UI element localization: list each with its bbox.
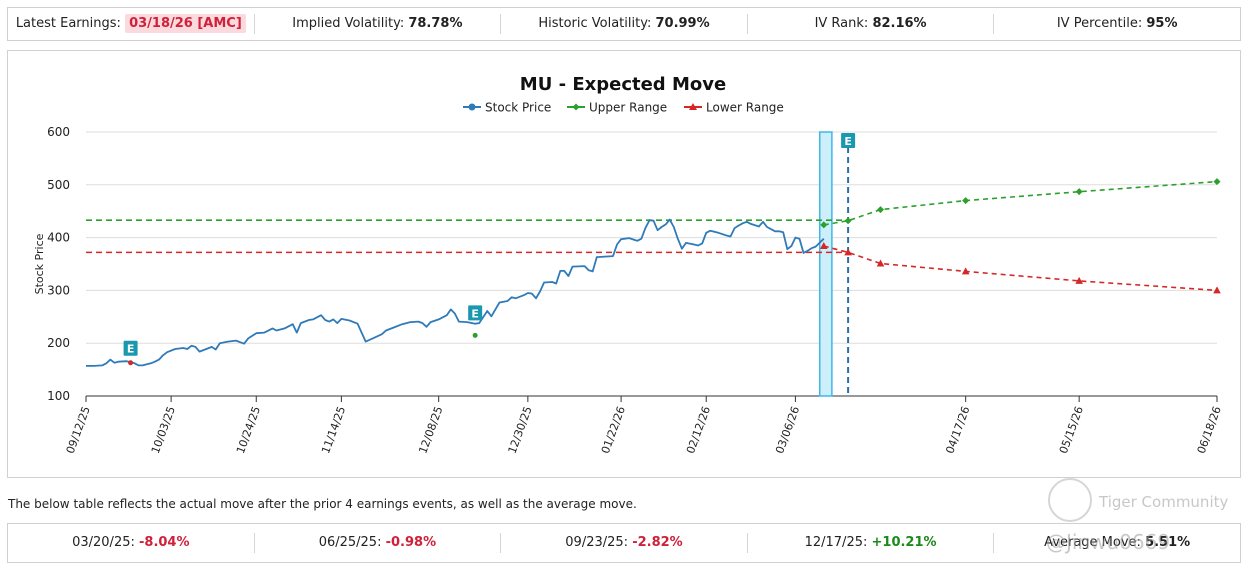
move-date: 12/17/25: <box>804 535 868 550</box>
x-tick-label: 01/22/26 <box>599 405 628 456</box>
move-item-3: 09/23/25: -2.82% <box>501 533 748 553</box>
historic-volatility-label: Historic Volatility: <box>538 16 652 31</box>
earnings-dot <box>472 332 478 338</box>
latest-earnings-stat: Latest Earnings: 03/18/26 [AMC] <box>8 14 255 34</box>
data-series <box>86 178 1221 367</box>
earnings-highlight <box>818 131 833 397</box>
iv-rank-label: IV Rank: <box>814 16 869 31</box>
latest-earnings-label: Latest Earnings: <box>15 16 121 31</box>
x-tick-label: 02/12/26 <box>684 405 713 456</box>
x-tick-label: 12/30/25 <box>506 405 535 456</box>
lower-range-point <box>819 242 828 250</box>
y-axis: 100 200 300 400 500 600 <box>47 125 70 403</box>
stats-bar: Latest Earnings: 03/18/26 [AMC] Implied … <box>7 7 1241 41</box>
legend-item-stock-price[interactable]: Stock Price <box>463 101 551 115</box>
earnings-dot <box>128 360 134 366</box>
legend-label-upper-range: Upper Range <box>589 101 667 115</box>
move-value: -2.82% <box>632 535 683 550</box>
iv-rank-value: 82.16% <box>872 16 927 31</box>
iv-percentile-value: 95% <box>1146 16 1178 31</box>
stock-price-line <box>86 218 825 367</box>
x-tick-label: 06/18/26 <box>1195 405 1224 456</box>
y-tick-label: 500 <box>47 178 70 192</box>
y-tick-label: 300 <box>47 283 70 297</box>
historic-volatility-stat: Historic Volatility: 70.99% <box>501 14 748 34</box>
legend-label-stock-price: Stock Price <box>485 101 551 115</box>
average-move-value: 5.51% <box>1145 535 1191 550</box>
x-axis: 09/12/25 10/03/25 10/24/25 11/14/25 12/08/25… <box>64 396 1224 455</box>
x-tick-label: 10/24/25 <box>234 405 263 456</box>
implied-volatility-stat: Implied Volatility: 78.78% <box>255 14 502 34</box>
move-date: 06/25/25: <box>318 535 382 550</box>
y-axis-title: Stock Price <box>33 233 46 294</box>
upper-range-point <box>1075 188 1083 196</box>
earnings-marker[interactable]: E <box>841 133 856 148</box>
legend-item-upper-range[interactable]: Upper Range <box>567 101 667 115</box>
earnings-moves-bar: 03/20/25: -8.04% 06/25/25: -0.98% 09/23/… <box>7 523 1241 563</box>
chart-container: MU - Expected Move Stock Price Upper Ran… <box>7 50 1241 478</box>
watermark-brand: Tiger Community <box>1099 493 1229 511</box>
x-tick-label: 09/12/25 <box>64 405 93 456</box>
upper-range-point <box>820 221 828 229</box>
move-value: -0.98% <box>385 535 437 550</box>
tiger-logo-icon <box>1048 478 1092 522</box>
earnings-badge-label: E <box>127 343 135 356</box>
chart-title: MU - Expected Move <box>520 74 726 95</box>
average-move: Average Move: 5.51% <box>994 533 1240 553</box>
upper-range-point <box>877 206 885 214</box>
x-tick-label: 12/08/25 <box>416 405 445 456</box>
x-tick-label: 11/14/25 <box>319 405 348 456</box>
x-tick-label: 10/03/25 <box>149 405 178 456</box>
implied-volatility-value: 78.78% <box>408 16 463 31</box>
y-tick-label: 600 <box>47 125 70 139</box>
latest-earnings-badge: 03/18/26 [AMC] <box>125 14 246 33</box>
legend-label-lower-range: Lower Range <box>706 101 784 115</box>
legend-item-lower-range[interactable]: Lower Range <box>684 101 784 115</box>
y-tick-label: 100 <box>47 389 70 403</box>
earnings-badge <box>123 340 138 356</box>
y-tick-label: 200 <box>47 336 70 350</box>
earnings-badge <box>841 133 856 148</box>
move-value: -8.04% <box>139 535 190 550</box>
x-tick-label: 03/06/26 <box>773 405 802 456</box>
average-move-label: Average Move: <box>1044 535 1141 550</box>
expected-move-chart: MU - Expected Move Stock Price Upper Ran… <box>33 74 1224 455</box>
earnings-badge <box>468 305 483 321</box>
move-date: 09/23/25: <box>565 535 629 550</box>
earnings-markers: E E E <box>123 133 856 366</box>
reference-lines <box>86 147 850 396</box>
earnings-badge-label: E <box>844 135 852 148</box>
x-tick-label: 04/17/26 <box>943 405 972 456</box>
move-item-1: 03/20/25: -8.04% <box>8 533 255 553</box>
upper-range-point <box>844 217 852 225</box>
implied-volatility-label: Implied Volatility: <box>292 16 405 31</box>
iv-percentile-stat: IV Percentile: 95% <box>994 14 1240 34</box>
lower-range-point <box>961 267 970 275</box>
earnings-badge-label: E <box>471 307 479 320</box>
x-tick-label: 05/15/26 <box>1057 405 1086 456</box>
historic-volatility-value: 70.99% <box>655 16 710 31</box>
earnings-marker[interactable]: E <box>468 305 483 338</box>
lower-range-point <box>1213 286 1221 294</box>
upper-range-point <box>1213 178 1221 186</box>
move-item-4: 12/17/25: +10.21% <box>748 533 995 553</box>
move-date: 03/20/25: <box>72 535 135 550</box>
lower-range-line <box>823 245 1218 292</box>
y-gridlines <box>86 131 1217 397</box>
chart-legend: Stock Price Upper Range Lower Range <box>463 101 784 115</box>
move-value: +10.21% <box>871 535 937 550</box>
lower-range-point <box>844 248 852 256</box>
upper-range-point <box>962 197 970 205</box>
upper-range-line <box>823 180 1218 226</box>
iv-rank-stat: IV Rank: 82.16% <box>748 14 995 34</box>
lower-range-point <box>876 259 885 267</box>
table-note: The below table reflects the actual move… <box>8 497 637 511</box>
earnings-highlight-band <box>818 131 833 397</box>
y-tick-label: 400 <box>47 231 70 245</box>
move-item-2: 06/25/25: -0.98% <box>255 533 502 553</box>
earnings-marker[interactable]: E <box>123 340 138 366</box>
lower-range-point <box>1075 276 1083 284</box>
iv-percentile-label: IV Percentile: <box>1056 16 1143 31</box>
